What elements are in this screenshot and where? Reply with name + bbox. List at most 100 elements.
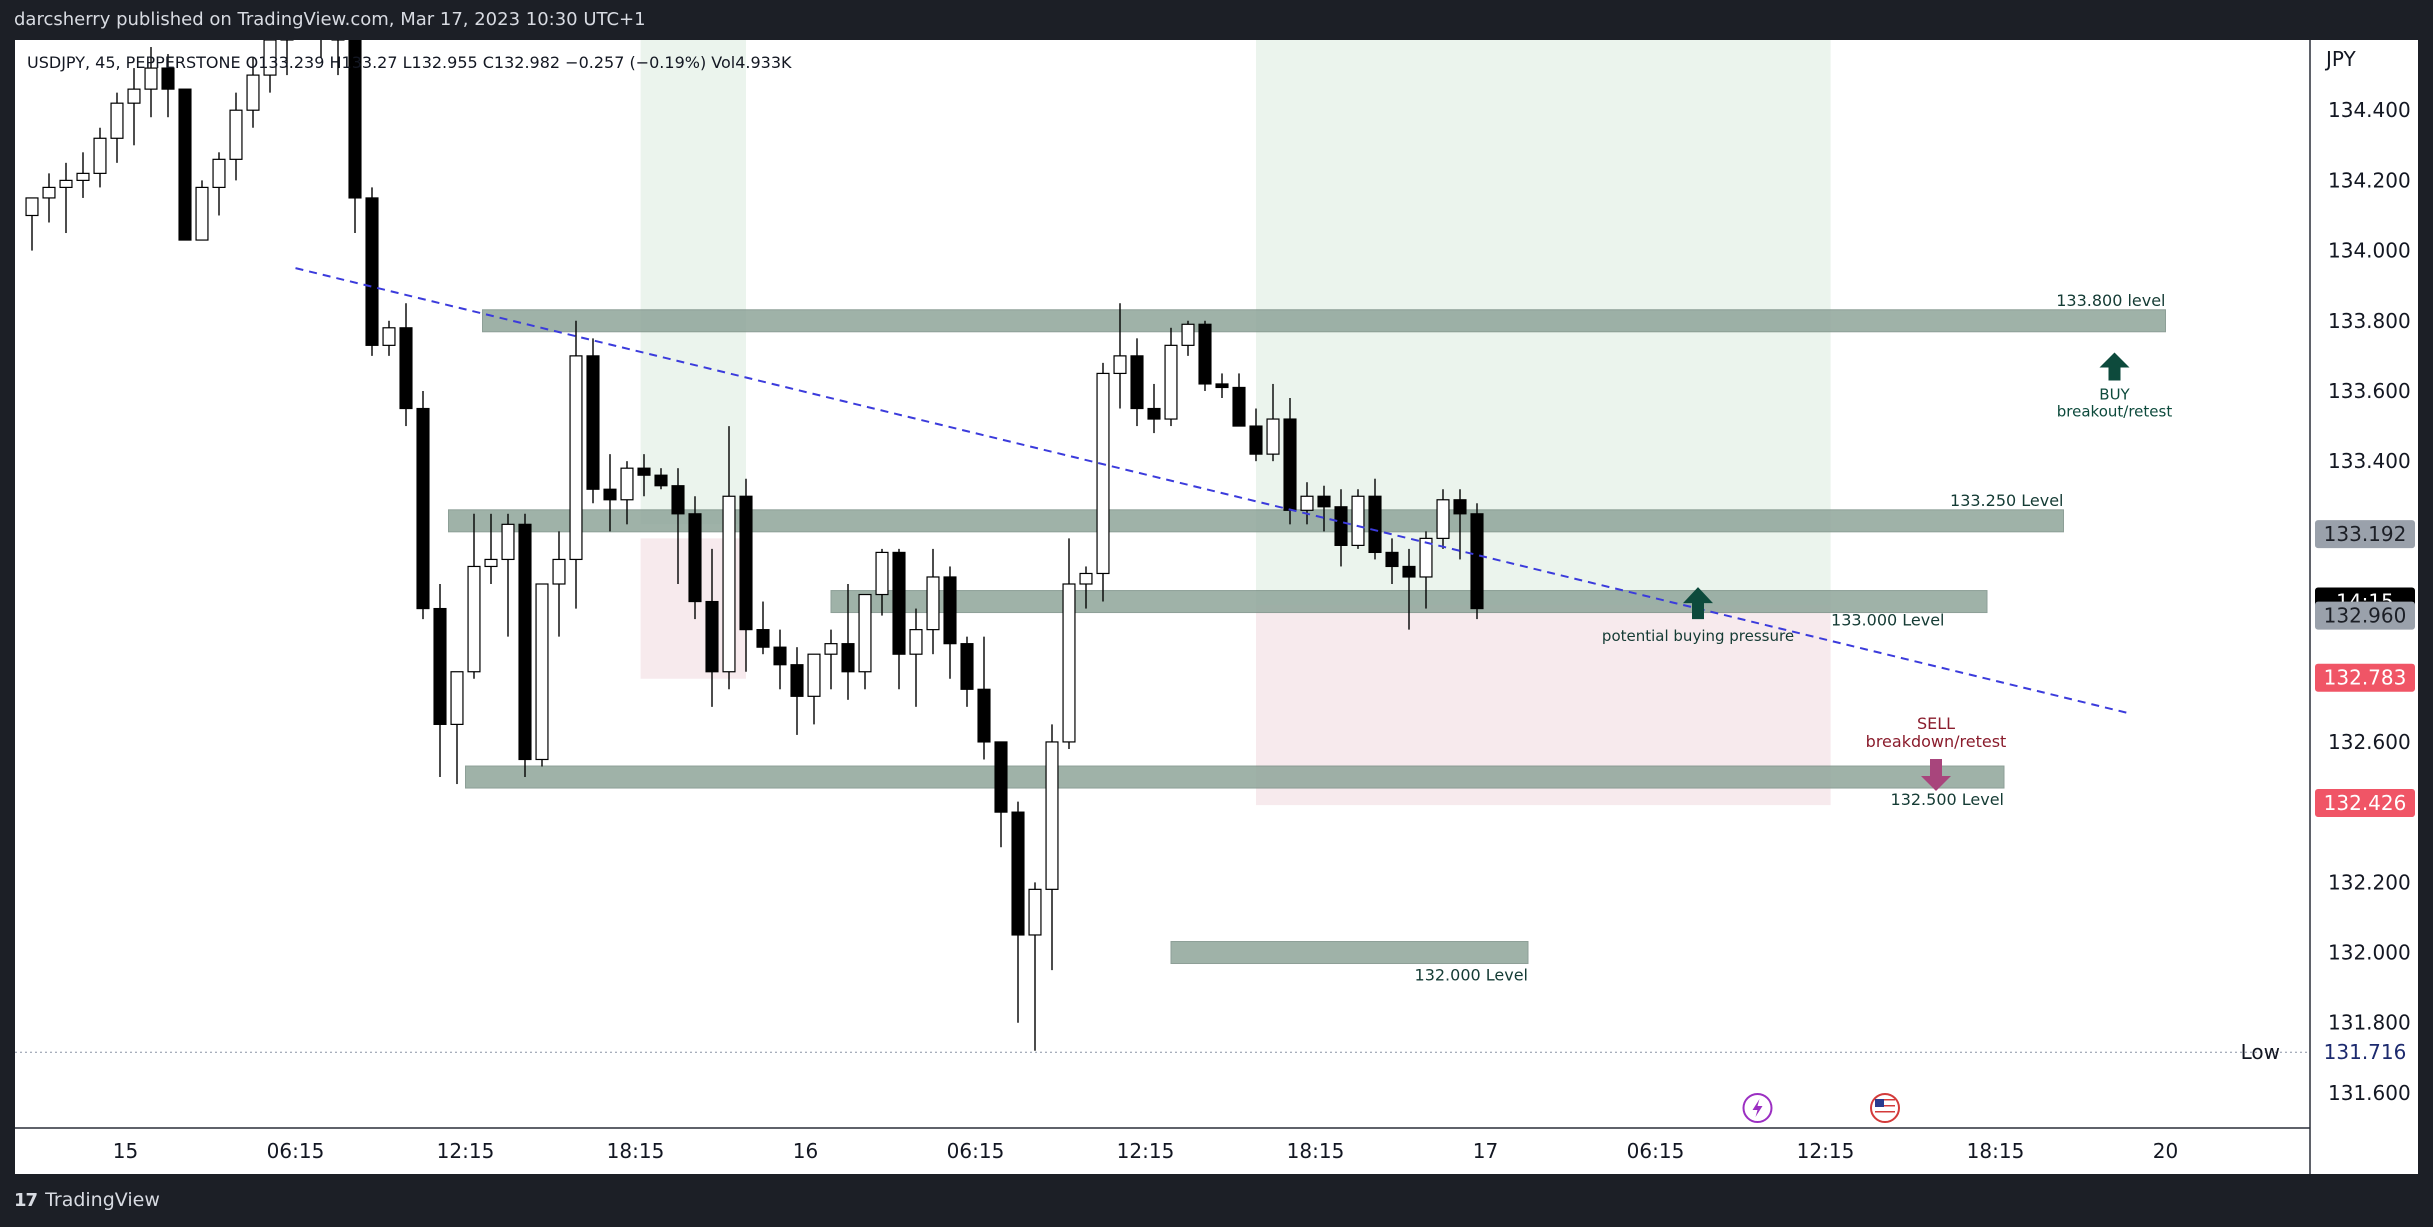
candle <box>1130 338 1144 427</box>
candle <box>943 566 957 679</box>
candle <box>1266 383 1280 462</box>
candle <box>348 40 362 234</box>
candle <box>263 40 277 93</box>
candle-body <box>790 664 804 697</box>
candle <box>909 608 923 707</box>
candle <box>1385 538 1399 584</box>
candle <box>93 127 107 188</box>
candle-body <box>1453 499 1467 515</box>
candle-body <box>110 102 124 139</box>
time-axis-background <box>15 1128 2310 1174</box>
candle <box>535 583 549 767</box>
candle <box>1470 503 1484 620</box>
candle-body <box>637 467 651 476</box>
candle <box>705 548 719 707</box>
candle-body <box>1232 386 1246 427</box>
level-label-1: 133.250 Level <box>1950 491 2063 510</box>
candle-body <box>1079 572 1093 585</box>
candle-body <box>739 495 753 631</box>
candle-body <box>552 558 566 585</box>
sell-arrow-icon <box>1921 759 1951 792</box>
candle <box>76 152 90 198</box>
level-band-0 <box>482 309 2166 333</box>
candle <box>501 513 515 637</box>
candle-body <box>620 467 634 501</box>
level-band-1 <box>448 509 2064 533</box>
symbol-info: USDJPY, 45, PEPPERSTONE O133.239 H133.27… <box>27 53 792 72</box>
candle-body <box>705 600 719 673</box>
flag-stripe <box>1875 1099 1895 1101</box>
candle <box>756 601 770 655</box>
level-label-4: 132.000 Level <box>1415 966 1528 985</box>
candle <box>926 548 940 655</box>
candle-body <box>433 607 447 725</box>
time-tick-label: 12:15 <box>1797 1139 1855 1163</box>
level-label-3: 132.500 Level <box>1891 790 2004 809</box>
candle-body <box>1283 418 1297 511</box>
candle <box>127 68 141 146</box>
candle <box>433 584 447 778</box>
candle-body <box>93 137 107 174</box>
candle-body <box>1317 495 1331 508</box>
level-label-0: 133.800 level <box>2056 291 2165 310</box>
candle-body <box>42 186 56 199</box>
candle-body <box>1130 355 1144 410</box>
price-tag: 132.426 <box>2315 789 2415 818</box>
footer-bar: 17 TradingView <box>0 1176 2433 1227</box>
us-flag-event-icon[interactable] <box>1870 1093 1900 1123</box>
candle-body <box>960 643 974 690</box>
candle <box>858 593 872 690</box>
candle-body <box>25 197 39 217</box>
candle-body <box>535 583 549 761</box>
candle-body <box>1062 583 1076 743</box>
candle-body <box>926 576 940 631</box>
time-tick-label: 15 <box>113 1139 138 1163</box>
sell-annotation-subtitle: breakdown/retest <box>1866 732 2007 751</box>
candle <box>1317 485 1331 532</box>
time-tick-label: 18:15 <box>607 1139 665 1163</box>
publisher-header: darcsherry published on TradingView.com,… <box>0 0 2433 40</box>
potential-arrow-icon <box>1683 587 1713 620</box>
candle <box>1164 327 1178 427</box>
time-tick-label: 12:15 <box>1117 1139 1175 1163</box>
candle-body <box>1334 506 1348 546</box>
candle-body <box>892 551 906 655</box>
candle <box>178 88 192 241</box>
candle-body <box>654 474 668 487</box>
candle <box>450 671 464 785</box>
candle <box>331 40 345 76</box>
price-tag-bg <box>2315 601 2415 630</box>
price-tick-label: 131.600 <box>2328 1081 2411 1105</box>
candle-body <box>807 653 821 697</box>
candle-body <box>76 172 90 181</box>
candle <box>824 629 838 690</box>
candle-body <box>1266 418 1280 455</box>
price-axis-currency: JPY <box>2324 47 2357 71</box>
tradingview-logo[interactable]: 17 TradingView <box>14 1189 160 1211</box>
candle <box>212 152 226 216</box>
candle <box>1249 408 1263 462</box>
lightning-event-icon[interactable] <box>1742 1093 1773 1123</box>
buy-annotation-subtitle: breakout/retest <box>2057 402 2173 420</box>
low-label: Low <box>2241 1040 2280 1064</box>
candle <box>722 426 736 690</box>
candle-body <box>365 197 379 346</box>
candle-body <box>1368 495 1382 554</box>
candle <box>807 653 821 725</box>
candle <box>960 636 974 707</box>
candle-body <box>1147 407 1161 420</box>
candle <box>399 303 413 427</box>
candle <box>1147 383 1161 434</box>
candle <box>195 180 209 241</box>
time-tick-label: 20 <box>2153 1139 2178 1163</box>
price-tick-label: 132.000 <box>2328 941 2411 965</box>
candle <box>144 47 158 118</box>
candle-body <box>909 629 923 655</box>
candle <box>1351 489 1365 549</box>
price-tag-label: 132.783 <box>2324 666 2407 690</box>
candle <box>688 496 702 620</box>
candle <box>320 40 322 58</box>
candle-body <box>1419 537 1433 578</box>
candle-body <box>298 19 310 23</box>
